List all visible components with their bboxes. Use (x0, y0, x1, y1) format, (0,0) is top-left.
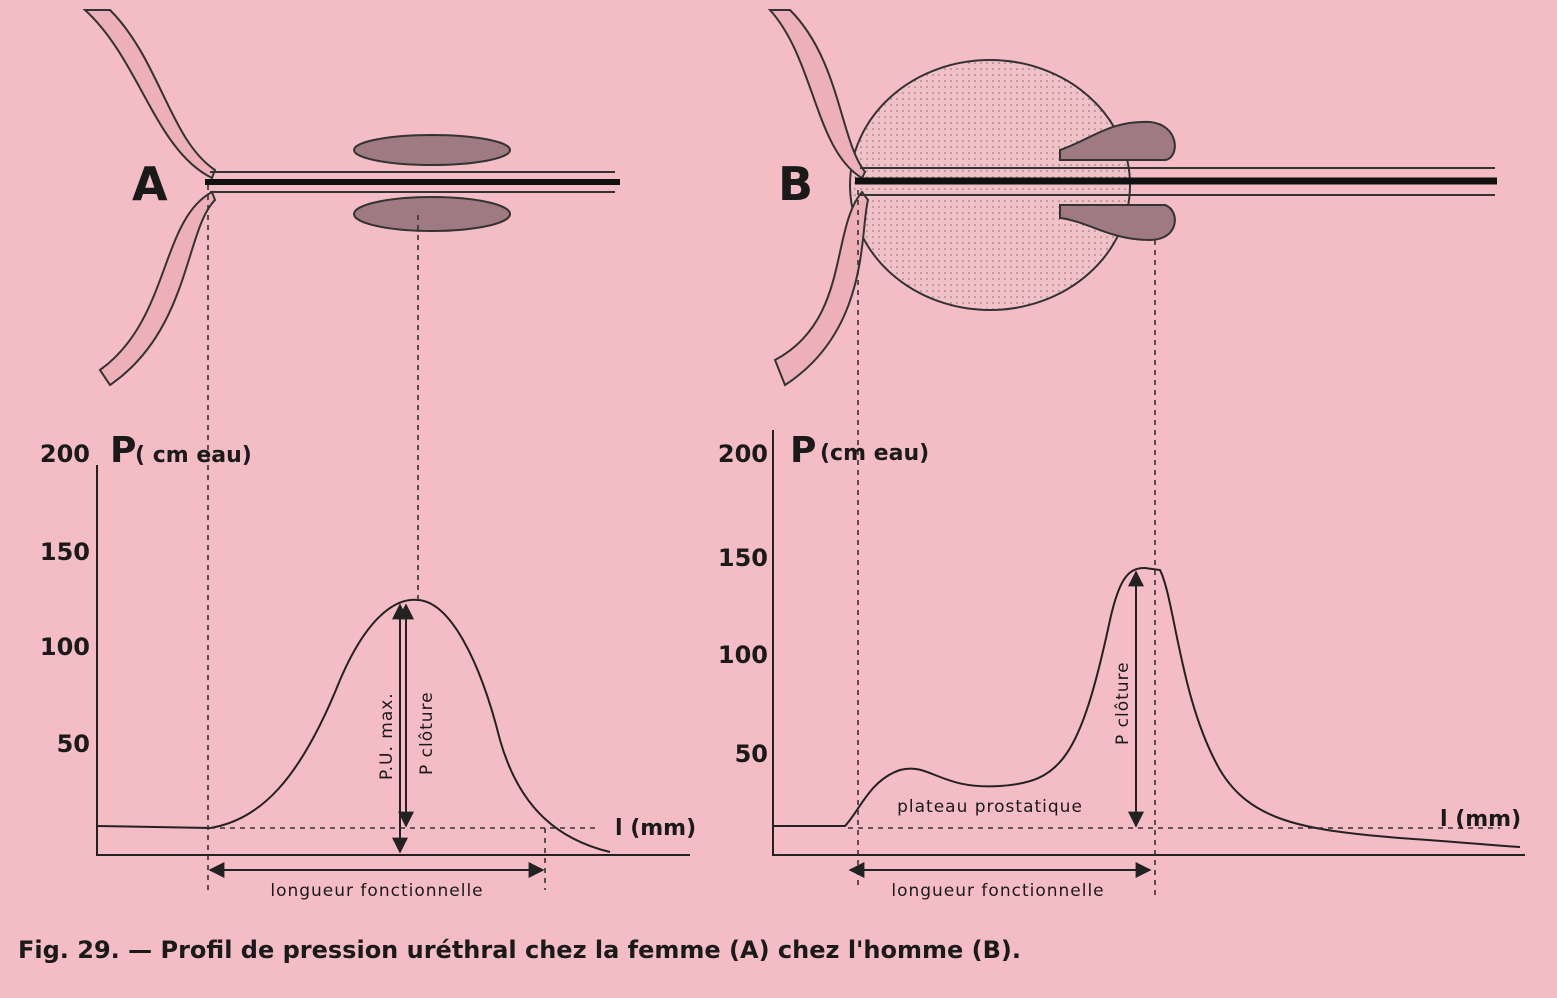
annotation: P clôture (417, 691, 437, 775)
panel-letter: A (132, 157, 168, 211)
x-axis-label: l (mm) (615, 816, 696, 841)
annotation: P.U. max. (377, 692, 397, 780)
x-axis-label: l (mm) (1440, 807, 1521, 832)
length-label: longueur fonctionnelle (891, 881, 1104, 901)
tick-label: 100 (718, 641, 768, 669)
y-axis-label: P (790, 430, 816, 471)
anatomy-b (767, 9, 1497, 387)
annotation: P clôture (1113, 661, 1133, 745)
background (8, 6, 1549, 992)
tick-label: 100 (40, 633, 90, 661)
y-axis-label: P (110, 430, 136, 471)
tick-label: 150 (718, 544, 768, 572)
tick-label: 200 (718, 440, 768, 468)
annotation: plateau prostatique (897, 797, 1083, 817)
tick-label: 150 (40, 538, 90, 566)
anatomy-a (82, 9, 620, 387)
y-axis-unit: (cm eau) (820, 441, 929, 466)
caption: Fig. 29. — Profil de pression uréthral c… (18, 936, 1021, 964)
tick-label: 50 (735, 740, 768, 768)
tick-label: 200 (40, 440, 90, 468)
length-label: longueur fonctionnelle (270, 881, 483, 901)
tick-label: 50 (57, 730, 90, 758)
profile-a (96, 185, 690, 890)
panel-letter: B (778, 157, 813, 211)
y-axis-unit: ( cm eau) (135, 443, 252, 468)
profile-b (772, 190, 1525, 895)
